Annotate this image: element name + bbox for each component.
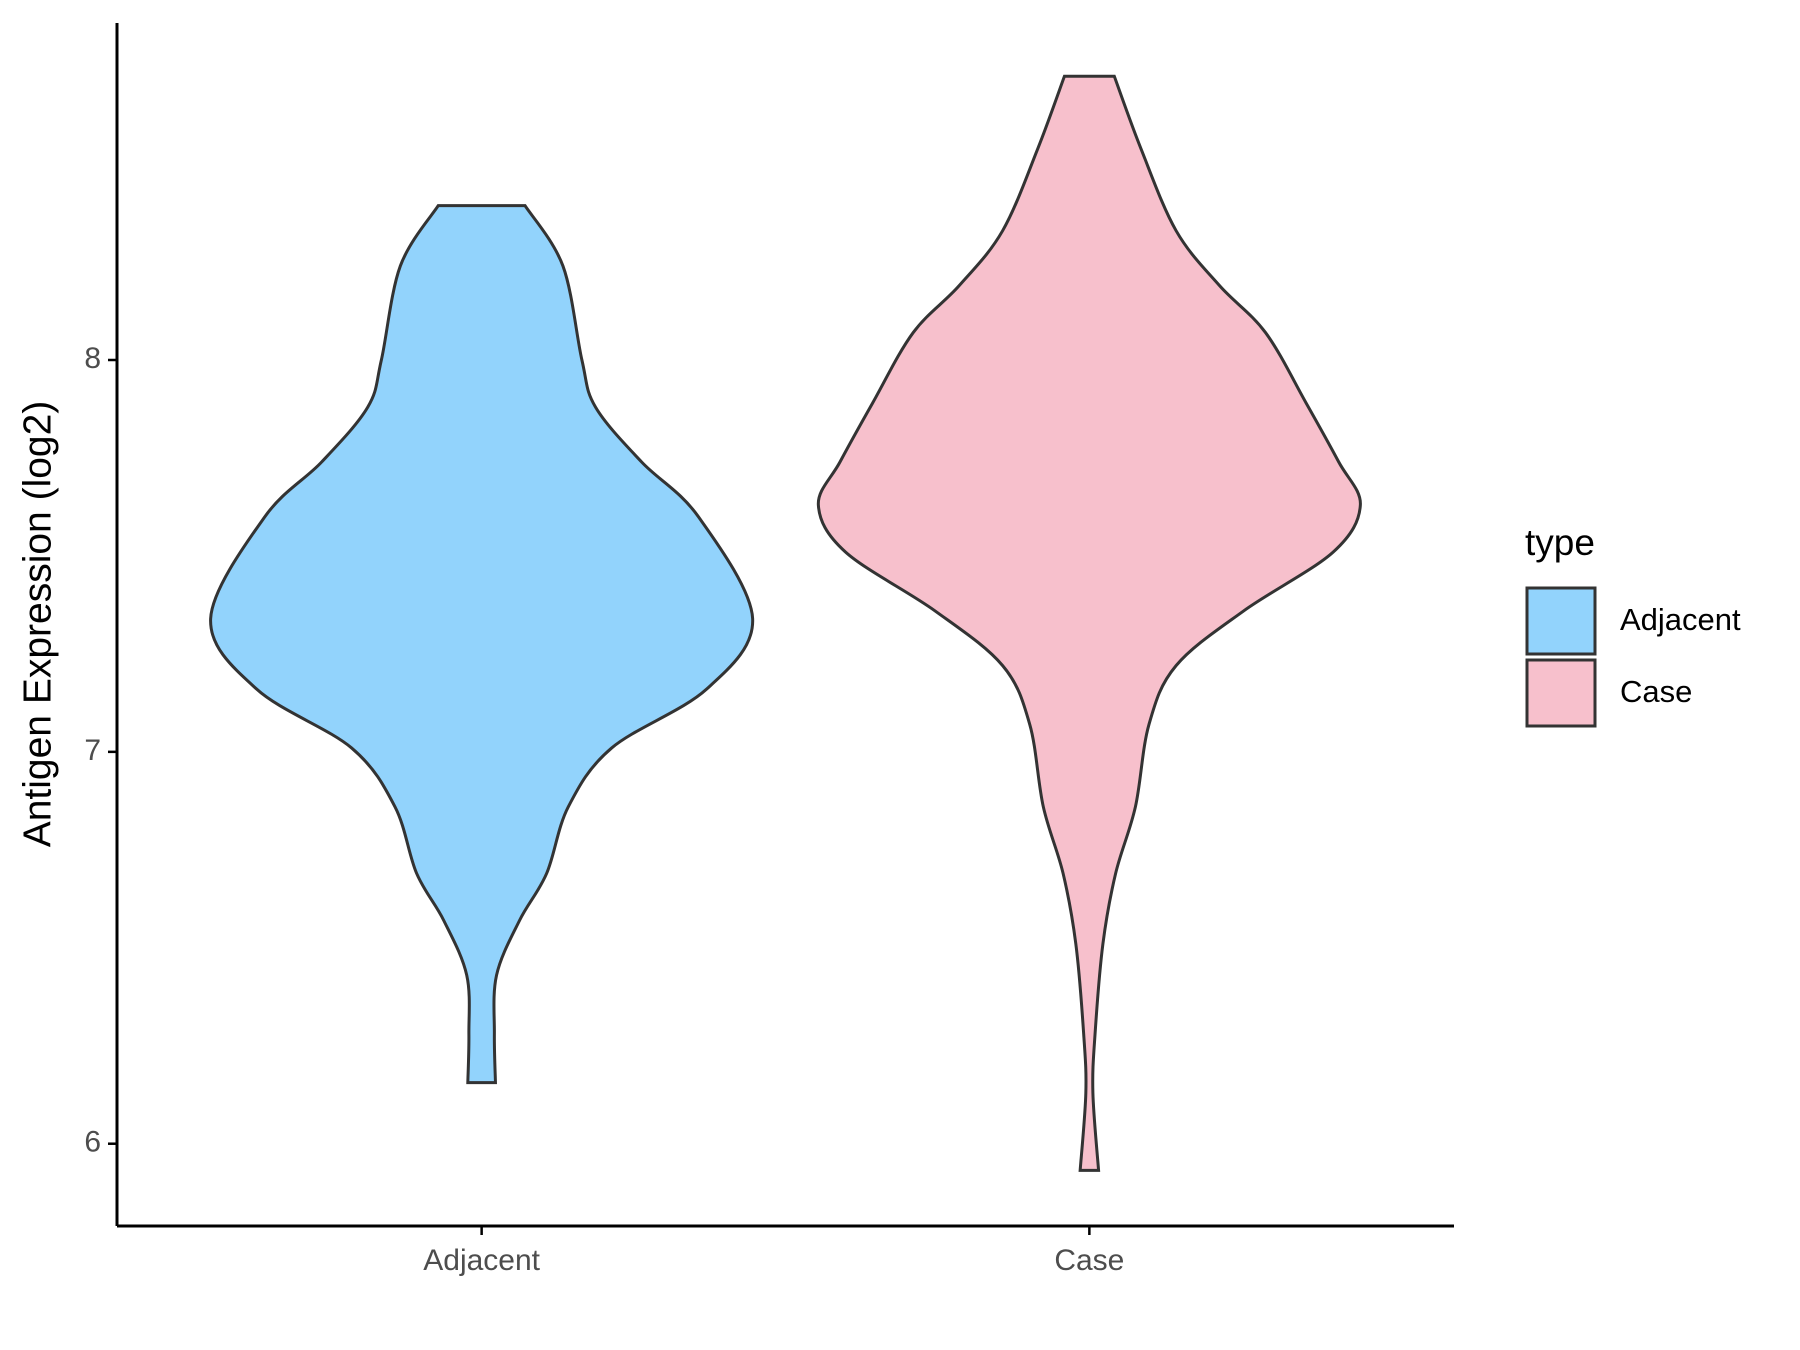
legend-key xyxy=(1525,658,1597,728)
y-tick-label: 8 xyxy=(84,342,101,375)
x-tick-label: Adjacent xyxy=(423,1244,540,1277)
x-tick-label: Case xyxy=(1054,1244,1124,1277)
legend-key xyxy=(1525,586,1597,656)
legend-title: type xyxy=(1525,522,1595,563)
legend-label: Case xyxy=(1620,674,1692,709)
legend-label: Adjacent xyxy=(1620,602,1741,637)
y-tick-label: 6 xyxy=(84,1126,101,1159)
y-tick-label: 7 xyxy=(84,734,101,767)
violin xyxy=(209,204,755,1085)
y-axis-label: Antigen Expression (log2) xyxy=(16,401,59,848)
violin xyxy=(816,74,1362,1172)
